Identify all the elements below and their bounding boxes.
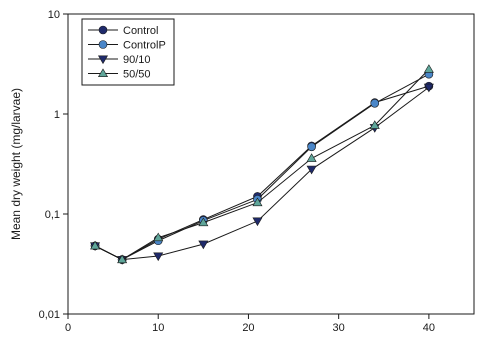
data-point [117, 254, 128, 264]
x-tick-label: 20 [242, 322, 254, 334]
plot-frame [67, 13, 475, 315]
series-line [94, 86, 430, 261]
legend-marker [97, 68, 109, 77]
data-point [252, 217, 263, 227]
legend-label: Control [123, 25, 158, 37]
data-point [423, 64, 434, 73]
legend-label: 90/10 [123, 54, 151, 66]
series-1 [90, 81, 434, 264]
legend-label: 50/50 [123, 69, 151, 81]
x-tick-label: 30 [333, 322, 345, 334]
series-line [94, 85, 430, 261]
x-tick-label: 40 [423, 322, 435, 334]
series-4 [90, 64, 434, 264]
legend-marker [97, 55, 109, 65]
data-point [306, 165, 317, 175]
legend-marker [98, 25, 108, 35]
axis-ticks: 0 10 20 30 40 0,01 0,1 1 10 [39, 9, 435, 334]
data-point [153, 252, 164, 262]
y-tick-label: 0,1 [45, 209, 60, 221]
data-point [307, 142, 316, 152]
y-tick-label: 0,01 [39, 309, 60, 321]
series-layer [90, 64, 434, 265]
legend-marker [98, 40, 108, 49]
data-point [306, 153, 317, 162]
data-point [423, 83, 434, 93]
y-tick-label: 1 [54, 109, 60, 121]
y-tick-label: 10 [48, 9, 60, 21]
legend-label: ControlP [123, 40, 166, 52]
data-point [369, 120, 380, 129]
series-2 [90, 69, 434, 264]
data-point [252, 197, 263, 207]
legend: Control ControlP 90/10 50/50 [81, 18, 175, 86]
x-tick-label: 0 [65, 322, 71, 334]
data-point [370, 98, 380, 108]
series-3 [90, 83, 434, 265]
data-point [90, 240, 101, 250]
y-axis-title: Mean dry weight (mg/larvae) [9, 88, 23, 240]
x-tick-label: 10 [152, 322, 164, 334]
data-point [198, 240, 209, 250]
data-point [198, 217, 209, 227]
series-line [94, 68, 430, 261]
data-point [153, 232, 164, 242]
